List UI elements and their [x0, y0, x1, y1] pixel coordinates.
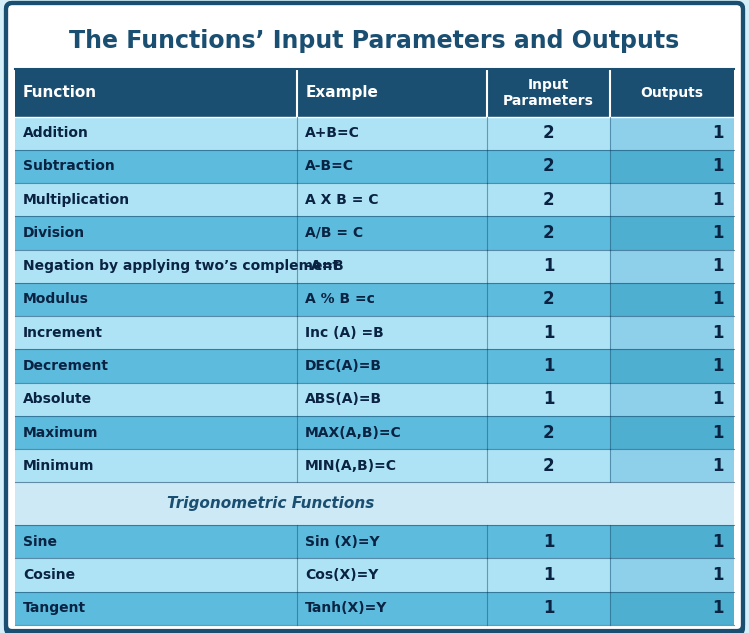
Bar: [610, 449, 734, 482]
Text: 2: 2: [543, 124, 554, 142]
Text: 1: 1: [543, 391, 554, 408]
Text: 1: 1: [543, 533, 554, 551]
Bar: [610, 416, 734, 449]
Bar: [15, 482, 734, 525]
Bar: [15, 283, 610, 316]
Bar: [15, 12, 734, 69]
Text: Increment: Increment: [23, 326, 103, 340]
Bar: [610, 216, 734, 249]
Text: 1: 1: [712, 391, 724, 408]
Text: 1: 1: [712, 357, 724, 375]
Text: Addition: Addition: [23, 126, 89, 140]
Text: 2: 2: [543, 291, 554, 308]
Text: Negation by applying two’s complement: Negation by applying two’s complement: [23, 260, 339, 273]
Text: 1: 1: [712, 566, 724, 584]
Bar: [15, 316, 610, 349]
Text: 1: 1: [712, 291, 724, 308]
Bar: [15, 216, 610, 249]
Bar: [610, 116, 734, 150]
Text: 1: 1: [712, 323, 724, 342]
Text: A-B=C: A-B=C: [305, 160, 354, 173]
Bar: [610, 349, 734, 383]
Bar: [15, 349, 610, 383]
Text: 1: 1: [543, 323, 554, 342]
Text: 1: 1: [712, 124, 724, 142]
Text: A % B =c: A % B =c: [305, 292, 375, 306]
Bar: [15, 116, 610, 150]
Text: Cosine: Cosine: [23, 568, 75, 582]
Text: A+B=C: A+B=C: [305, 126, 360, 140]
Bar: [610, 383, 734, 416]
Text: Minimum: Minimum: [23, 459, 94, 473]
Bar: [15, 249, 610, 283]
Text: DEC(A)=B: DEC(A)=B: [305, 359, 382, 373]
Text: Multiplication: Multiplication: [23, 192, 130, 207]
Bar: [610, 249, 734, 283]
Bar: [610, 558, 734, 592]
Text: MAX(A,B)=C: MAX(A,B)=C: [305, 425, 402, 439]
Text: 1: 1: [712, 224, 724, 242]
Text: 2: 2: [543, 423, 554, 442]
Text: Modulus: Modulus: [23, 292, 89, 306]
Text: Decrement: Decrement: [23, 359, 109, 373]
Text: Function: Function: [23, 85, 97, 100]
Text: Maximum: Maximum: [23, 425, 99, 439]
Text: 1: 1: [712, 191, 724, 209]
Text: A X B = C: A X B = C: [305, 192, 379, 207]
Bar: [610, 150, 734, 183]
Text: The Functions’ Input Parameters and Outputs: The Functions’ Input Parameters and Outp…: [70, 28, 679, 53]
Text: Division: Division: [23, 226, 85, 240]
Bar: [15, 525, 610, 558]
Bar: [15, 383, 610, 416]
Bar: [15, 592, 610, 625]
Text: Input
Parameters: Input Parameters: [503, 78, 594, 108]
Text: 1: 1: [712, 599, 724, 617]
Text: 2: 2: [543, 191, 554, 209]
Text: A/B = C: A/B = C: [305, 226, 363, 240]
Bar: [610, 592, 734, 625]
Text: 2: 2: [543, 457, 554, 475]
Text: Cos(X)=Y: Cos(X)=Y: [305, 568, 378, 582]
Text: 1: 1: [712, 257, 724, 275]
Bar: [15, 416, 610, 449]
Text: Outputs: Outputs: [640, 86, 704, 100]
Text: Tanh(X)=Y: Tanh(X)=Y: [305, 601, 387, 615]
Bar: [610, 525, 734, 558]
Text: 1: 1: [543, 566, 554, 584]
Text: 1: 1: [543, 257, 554, 275]
Text: 1: 1: [543, 599, 554, 617]
Text: Example: Example: [305, 85, 378, 100]
Text: ABS(A)=B: ABS(A)=B: [305, 392, 382, 406]
Text: Tangent: Tangent: [23, 601, 86, 615]
Text: MIN(A,B)=C: MIN(A,B)=C: [305, 459, 397, 473]
Text: Sine: Sine: [23, 535, 57, 549]
Text: Inc (A) =B: Inc (A) =B: [305, 326, 384, 340]
Text: 1: 1: [712, 457, 724, 475]
Text: Subtraction: Subtraction: [23, 160, 115, 173]
Bar: [15, 150, 610, 183]
Text: 2: 2: [543, 224, 554, 242]
Text: 1: 1: [712, 158, 724, 175]
Text: 2: 2: [543, 158, 554, 175]
FancyBboxPatch shape: [6, 3, 743, 633]
Text: -A=B: -A=B: [305, 260, 344, 273]
Bar: [15, 449, 610, 482]
Bar: [610, 316, 734, 349]
Text: Sin (X)=Y: Sin (X)=Y: [305, 535, 380, 549]
Text: Trigonometric Functions: Trigonometric Functions: [167, 496, 374, 511]
Bar: [15, 558, 610, 592]
Bar: [610, 283, 734, 316]
Bar: [15, 183, 610, 216]
Text: 1: 1: [712, 423, 724, 442]
Bar: [610, 183, 734, 216]
Bar: [15, 69, 734, 116]
Text: 1: 1: [712, 533, 724, 551]
Text: 1: 1: [543, 357, 554, 375]
Text: Absolute: Absolute: [23, 392, 92, 406]
